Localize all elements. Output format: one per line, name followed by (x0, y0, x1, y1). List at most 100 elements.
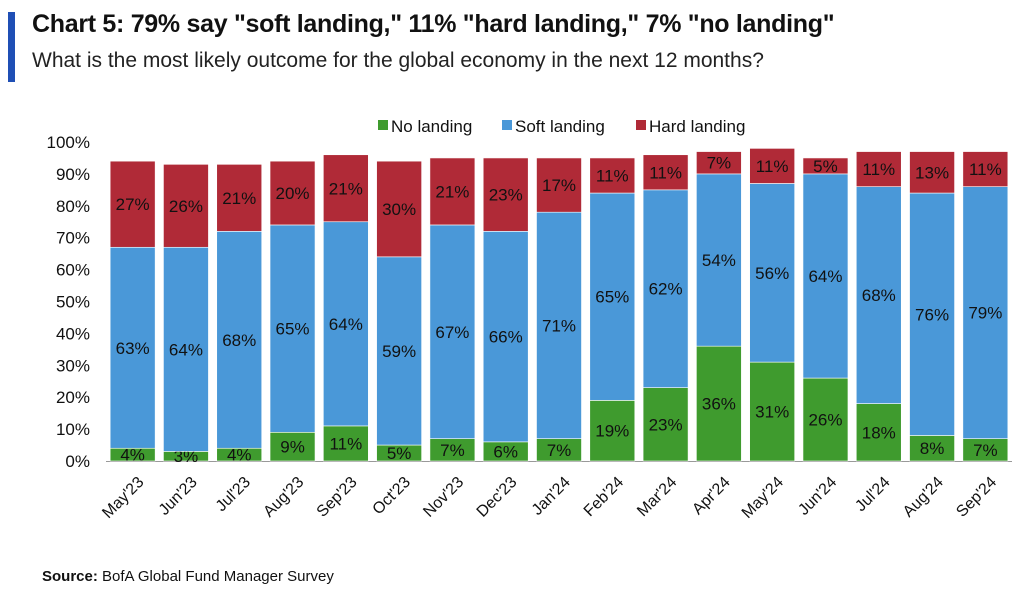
data-label: 6% (493, 442, 518, 461)
data-label: 26% (808, 411, 842, 430)
bar-segment-soft-landing (962, 186, 1009, 439)
bar-segment-soft-landing (269, 224, 316, 433)
y-tick-label: 20% (56, 388, 90, 407)
x-tick-label: Oct'23 (370, 474, 414, 518)
y-tick-label: 60% (56, 261, 90, 280)
y-tick-label: 50% (56, 293, 90, 312)
bar-segment-hard-landing (536, 157, 582, 213)
bar-segment-hard-landing (962, 151, 1009, 187)
y-tick-label: 100% (47, 133, 90, 152)
data-label: 11% (649, 163, 682, 182)
data-label: 7% (440, 441, 465, 460)
bar-segment-soft-landing (376, 256, 422, 446)
bar-segment-hard-landing (376, 160, 422, 258)
data-label: 26% (169, 197, 203, 216)
legend-swatch (378, 120, 388, 130)
x-tick-label: May'23 (99, 474, 147, 522)
bar-segment-soft-landing (109, 246, 156, 449)
bar-segment-hard-landing (909, 151, 955, 194)
data-label: 19% (595, 422, 629, 441)
source-label: Source: (42, 568, 98, 585)
bar-segment-hard-landing (696, 151, 742, 175)
bar-segment-hard-landing (802, 157, 849, 175)
data-label: 54% (702, 251, 736, 270)
legend-swatch (502, 120, 512, 130)
data-label: 11% (329, 434, 362, 453)
bar-segment-soft-landing (642, 189, 689, 388)
y-tick-label: 30% (56, 356, 90, 375)
bar-segment-soft-landing (216, 231, 263, 449)
bar-segment-hard-landing (642, 154, 689, 191)
legend-swatch (636, 120, 646, 130)
data-label: 23% (649, 415, 683, 434)
data-label: 11% (756, 157, 789, 176)
data-label: 64% (329, 315, 363, 334)
data-label: 59% (382, 342, 416, 361)
bar-segment-soft-landing (429, 224, 476, 439)
data-label: 31% (755, 403, 789, 422)
data-label: 7% (707, 154, 732, 173)
bar-segment-hard-landing (855, 151, 902, 187)
bar-segment-hard-landing (429, 157, 476, 226)
x-tick-label: Aug'24 (900, 474, 947, 521)
data-label: 64% (169, 340, 203, 359)
data-label: 56% (755, 264, 789, 283)
bar-segment-soft-landing (855, 186, 902, 404)
source-note: Source: BofA Global Fund Manager Survey (42, 568, 334, 585)
x-tick-label: Nov'23 (420, 474, 467, 521)
bar-segment-soft-landing (482, 231, 529, 443)
bar-segment-soft-landing (163, 246, 209, 452)
data-label: 7% (547, 441, 572, 460)
data-label: 23% (489, 186, 523, 205)
data-label: 5% (813, 157, 838, 176)
title-accent-bar (8, 12, 15, 82)
x-tick-label: Jun'23 (156, 474, 201, 519)
bar-segment-hard-landing (749, 148, 795, 184)
stacked-bar-chart: 0% 10% 20% 30% 40% 50% 60% 70% 80% 90% 100% 4% 63% 27… (47, 117, 1012, 522)
bar-segment-hard-landing (216, 164, 263, 232)
bar-segment-soft-landing (536, 211, 582, 439)
data-label: 64% (808, 267, 842, 286)
bar-segment-soft-landing (749, 183, 795, 363)
data-label: 67% (435, 323, 469, 342)
y-tick-label: 80% (56, 197, 90, 216)
data-label: 7% (973, 441, 998, 460)
legend-label: No landing (391, 117, 472, 136)
chart-title: Chart 5: 79% say "soft landing," 11% "ha… (32, 10, 835, 38)
data-label: 20% (276, 184, 310, 203)
legend-label: Soft landing (515, 117, 605, 136)
source-text: BofA Global Fund Manager Survey (102, 568, 334, 585)
data-label: 66% (489, 328, 523, 347)
bar-segment-no-landing (749, 361, 795, 462)
data-label: 65% (595, 288, 629, 307)
bar-segment-no-landing (855, 403, 902, 462)
bar-segment-no-landing (323, 425, 369, 462)
data-label: 17% (542, 176, 576, 195)
data-label: 62% (649, 280, 683, 299)
bar-segment-soft-landing (696, 173, 742, 347)
x-tick-label: Jul'23 (213, 474, 254, 515)
data-label: 21% (435, 182, 469, 201)
data-label: 18% (862, 423, 896, 442)
data-label: 36% (702, 395, 736, 414)
bar-segment-hard-landing (589, 157, 636, 194)
data-label: 68% (222, 331, 256, 350)
y-tick-label: 0% (65, 452, 90, 471)
data-label: 13% (915, 163, 949, 182)
x-tick-label: May'24 (739, 474, 787, 522)
data-label: 76% (915, 305, 949, 324)
data-label: 8% (920, 439, 945, 458)
data-label: 71% (542, 316, 576, 335)
data-label: 11% (862, 160, 895, 179)
data-label: 9% (280, 438, 305, 457)
data-label: 21% (222, 189, 256, 208)
data-label: 3% (174, 447, 199, 466)
data-label: 27% (116, 195, 150, 214)
chart-subtitle: What is the most likely outcome for the … (32, 49, 764, 72)
x-tick-label: Apr'24 (689, 474, 733, 518)
bar-segment-hard-landing (163, 164, 209, 248)
data-label: 11% (969, 160, 1002, 179)
x-tick-label: Jun'24 (795, 474, 840, 519)
bar-segment-hard-landing (482, 157, 529, 232)
legend-label: Hard landing (649, 117, 745, 136)
